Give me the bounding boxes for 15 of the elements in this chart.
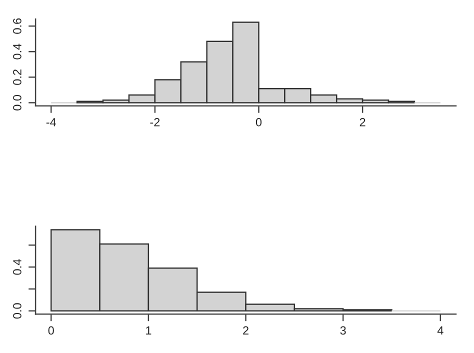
y-tick-label: 0.4 [13, 259, 22, 275]
x-tick-label: 2 [243, 326, 248, 335]
y-tick-label: 0.0 [13, 303, 22, 319]
x-tick-label: 1 [146, 326, 152, 335]
x-tick-label: 0 [256, 118, 262, 126]
x-tick-label: -4 [46, 118, 56, 126]
x-tick-label: 0 [48, 326, 54, 335]
y-tick-label: 0.6 [13, 18, 22, 34]
x-tick-label: 3 [340, 326, 346, 335]
x-tick-label: 4 [437, 326, 444, 335]
x-tick-label: 2 [360, 118, 366, 126]
y-tick-label: 0.0 [13, 94, 22, 110]
x-tick-label: -2 [150, 118, 160, 126]
y-tick-label: 0.4 [13, 44, 22, 60]
y-tick-label: 0.2 [13, 70, 22, 85]
